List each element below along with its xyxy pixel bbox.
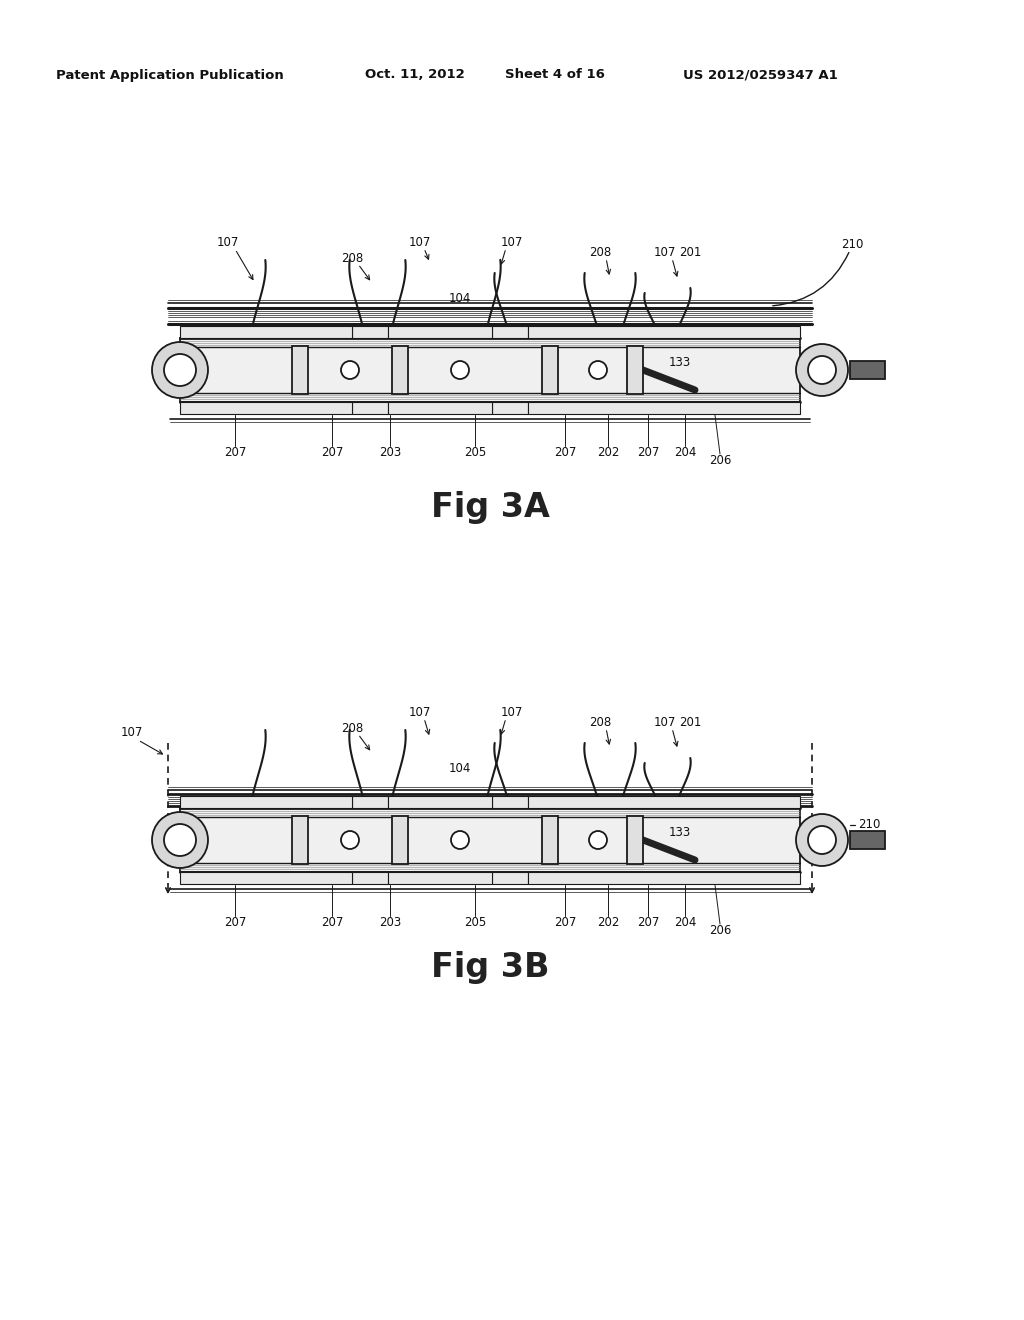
Bar: [392, 346, 408, 393]
Circle shape: [796, 345, 848, 396]
Bar: [392, 816, 408, 865]
Text: Fig 3B: Fig 3B: [431, 950, 549, 983]
Bar: [850, 360, 885, 379]
Text: 107: 107: [653, 717, 676, 730]
Text: 107: 107: [501, 236, 523, 249]
Bar: [180, 326, 352, 338]
Bar: [492, 873, 528, 884]
Text: 203: 203: [379, 916, 401, 928]
Bar: [352, 403, 388, 414]
Text: 107: 107: [653, 247, 676, 260]
Bar: [352, 326, 388, 338]
Text: 207: 207: [554, 446, 577, 458]
Text: 206: 206: [709, 454, 731, 466]
Text: 210: 210: [841, 239, 863, 252]
Text: Sheet 4 of 16: Sheet 4 of 16: [505, 69, 605, 82]
Text: 208: 208: [589, 717, 611, 730]
Text: 207: 207: [321, 446, 343, 458]
Text: 202: 202: [597, 916, 620, 928]
Text: 203: 203: [379, 446, 401, 458]
Bar: [388, 796, 492, 808]
Text: 107: 107: [121, 726, 143, 739]
Circle shape: [341, 360, 359, 379]
Text: 201: 201: [679, 717, 701, 730]
Text: 107: 107: [409, 236, 431, 249]
Text: 204: 204: [674, 446, 696, 458]
Bar: [492, 796, 528, 808]
Bar: [180, 873, 352, 884]
Bar: [542, 816, 558, 865]
Bar: [850, 832, 885, 849]
Bar: [388, 403, 492, 414]
Bar: [180, 808, 800, 873]
Circle shape: [808, 826, 836, 854]
Bar: [542, 346, 558, 393]
Circle shape: [796, 814, 848, 866]
Bar: [352, 873, 388, 884]
Text: 207: 207: [637, 446, 659, 458]
Bar: [180, 403, 352, 414]
Text: 104: 104: [449, 762, 471, 775]
Bar: [180, 338, 800, 403]
Text: US 2012/0259347 A1: US 2012/0259347 A1: [683, 69, 838, 82]
Circle shape: [152, 342, 208, 399]
Text: 133: 133: [669, 356, 691, 370]
Bar: [180, 796, 352, 808]
Text: 208: 208: [341, 252, 364, 264]
Text: 207: 207: [321, 916, 343, 928]
Text: 210: 210: [858, 818, 881, 832]
Circle shape: [589, 360, 607, 379]
Bar: [292, 346, 308, 393]
Bar: [492, 403, 528, 414]
Bar: [528, 403, 800, 414]
Circle shape: [164, 354, 196, 385]
Text: 107: 107: [217, 236, 240, 249]
Text: Patent Application Publication: Patent Application Publication: [56, 69, 284, 82]
Text: 204: 204: [674, 916, 696, 928]
Bar: [352, 796, 388, 808]
Circle shape: [808, 356, 836, 384]
Bar: [292, 816, 308, 865]
Text: Fig 3A: Fig 3A: [430, 491, 550, 524]
Text: 207: 207: [224, 916, 246, 928]
Bar: [528, 326, 800, 338]
Text: 207: 207: [554, 916, 577, 928]
Text: 107: 107: [501, 706, 523, 719]
Circle shape: [341, 832, 359, 849]
Circle shape: [152, 812, 208, 869]
Bar: [627, 816, 643, 865]
Text: 208: 208: [589, 247, 611, 260]
Text: 133: 133: [669, 826, 691, 840]
Text: 104: 104: [449, 292, 471, 305]
Bar: [388, 326, 492, 338]
Bar: [388, 873, 492, 884]
Text: 208: 208: [341, 722, 364, 734]
Text: 202: 202: [597, 446, 620, 458]
Bar: [627, 346, 643, 393]
Circle shape: [451, 832, 469, 849]
Circle shape: [451, 360, 469, 379]
Text: 205: 205: [464, 446, 486, 458]
Text: 207: 207: [224, 446, 246, 458]
Text: 205: 205: [464, 916, 486, 928]
Text: Oct. 11, 2012: Oct. 11, 2012: [366, 69, 465, 82]
Bar: [528, 796, 800, 808]
Text: 107: 107: [409, 706, 431, 719]
Bar: [528, 873, 800, 884]
Bar: [492, 326, 528, 338]
Circle shape: [589, 832, 607, 849]
Text: 201: 201: [679, 247, 701, 260]
Circle shape: [164, 824, 196, 855]
Text: 206: 206: [709, 924, 731, 936]
Text: 207: 207: [637, 916, 659, 928]
